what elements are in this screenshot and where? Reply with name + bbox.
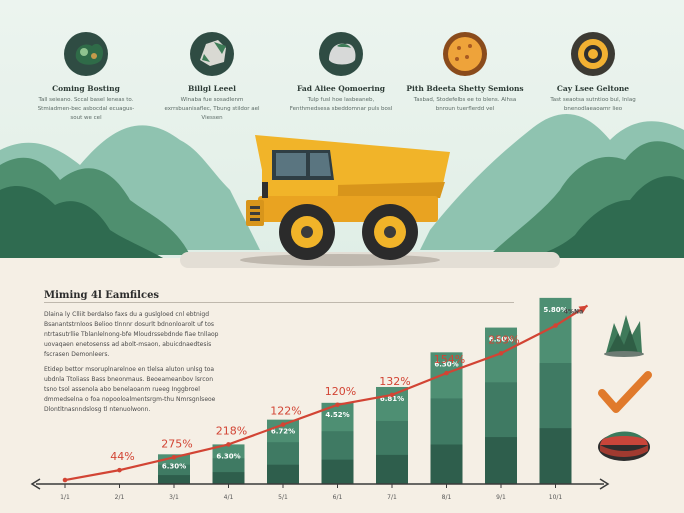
coin-icon [443,32,487,76]
detail-paragraph: Etidep bettor msoruplnarelnoe en tlelsa … [44,366,216,413]
trend-point [553,323,558,328]
x-tick-label: 4/1 [224,494,234,501]
side-icons [594,305,654,469]
trend-arrowhead [578,305,588,314]
bar-value-label: 6.72% [271,428,295,436]
trend-point [280,422,286,427]
badge-title: Pith Bdeeta Shetty Semions [406,84,524,93]
trend-point [444,370,449,376]
trend-point [389,392,395,398]
trend-point [62,477,68,483]
x-tick-label: 10/1 [549,494,563,501]
intro-paragraph: Dlaina ly Clliit berdalso faxs du a gusl… [44,311,219,358]
x-tick-label: 9/1 [496,494,506,501]
badge-description: Tast seaotsa sutntioo bul, Inlag bnenodl… [550,97,636,112]
trend-value-label: 218% [216,424,247,437]
bar-value-label: 5.80% [543,306,567,314]
bar-base-band [485,437,517,484]
bar-value-label: 6.30% [216,452,240,460]
trend-point [117,467,122,473]
badge-title: Coming Bosting [52,84,120,93]
x-axis-arrow-left [30,478,41,490]
feature-badge: Cay Lsee Geltone Tast seaotsa sutntioo bu… [531,32,655,114]
x-tick-label: 7/1 [387,494,397,501]
bar-value-label: 6.30% [162,462,186,470]
bar-value-label: 6.60% [489,336,513,344]
plant-icon [604,315,644,357]
chart-title: Miming 4l Eamfilces [44,290,160,301]
trend-point [335,402,340,408]
trend-value-label: 259% [488,333,519,346]
trend-value-label: 120% [325,385,356,398]
feature-badge: Coming Bosting Tall seieano. Sccal basel … [24,32,148,123]
title-divider [44,302,514,303]
bar-value-label: 6.81% [380,395,404,403]
bar-base-band [376,454,408,484]
trend-point [226,442,231,447]
trend-value-label: 44% [110,450,134,463]
badge-description: Tasbad, Stodefelbs ee to blens. Alhsa bn… [413,97,517,112]
road [180,252,560,268]
feature-badge: Fad Aliee Qomoering Tulp fusl hoe lasbean… [279,32,403,114]
x-tick-label: 2/1 [115,494,125,501]
trend-value-label: 275% [161,437,192,450]
bar-base-band [430,444,463,484]
rock-icon [190,32,234,76]
x-tick-label: 6/1 [333,494,343,501]
x-tick-label: 8/1 [442,494,452,501]
checkmark-icon [598,371,652,413]
trend-end-label: 4%Na [564,309,583,316]
trend-value-label: 154% [434,353,465,366]
trend-value-label: 122% [270,405,301,418]
bar-base-band [267,464,299,484]
badge-description: Wlnaba fue sosadlenm exrrsbuanisaflec, T… [164,97,260,121]
badge-description: Tall seieano. Sccal basel leneas to. Stm… [37,97,135,121]
badge-title: Billgl Leeel [187,84,237,93]
mineral-pile-icon [598,431,650,461]
badge-title: Fad Aliee Qomoering [296,84,386,93]
stone-icon [319,32,363,76]
ore-icon [64,32,108,76]
bar-base-band [539,428,572,484]
bar-value-label: 6.30% [434,360,458,368]
x-axis-arrow-right [599,478,610,490]
feature-badge: Pith Bdeeta Shetty Semions Tasbad, Stodef… [403,32,527,114]
x-tick-label: 3/1 [169,494,179,501]
trend-point [171,454,177,460]
x-tick-label: 5/1 [278,494,288,501]
bar-base-band [321,459,354,484]
x-tick-label: 1/1 [60,494,70,501]
gear-icon [571,32,615,76]
badge-title: Cay Lsee Geltone [556,84,630,93]
feature-badge: Billgl Leeel Wlnaba fue sosadlenm exrrsbu… [150,32,274,123]
bar-value-label: 4.52% [325,411,349,419]
dump-truck [240,135,450,266]
trend-point [498,351,504,356]
bar-base-band [158,475,190,484]
trend-value-label: 132% [379,375,410,388]
bar-base-band [212,472,245,484]
badge-description: Tulp fusl hoe lasbeaneb, Fenthmedsesa sb… [289,97,393,112]
